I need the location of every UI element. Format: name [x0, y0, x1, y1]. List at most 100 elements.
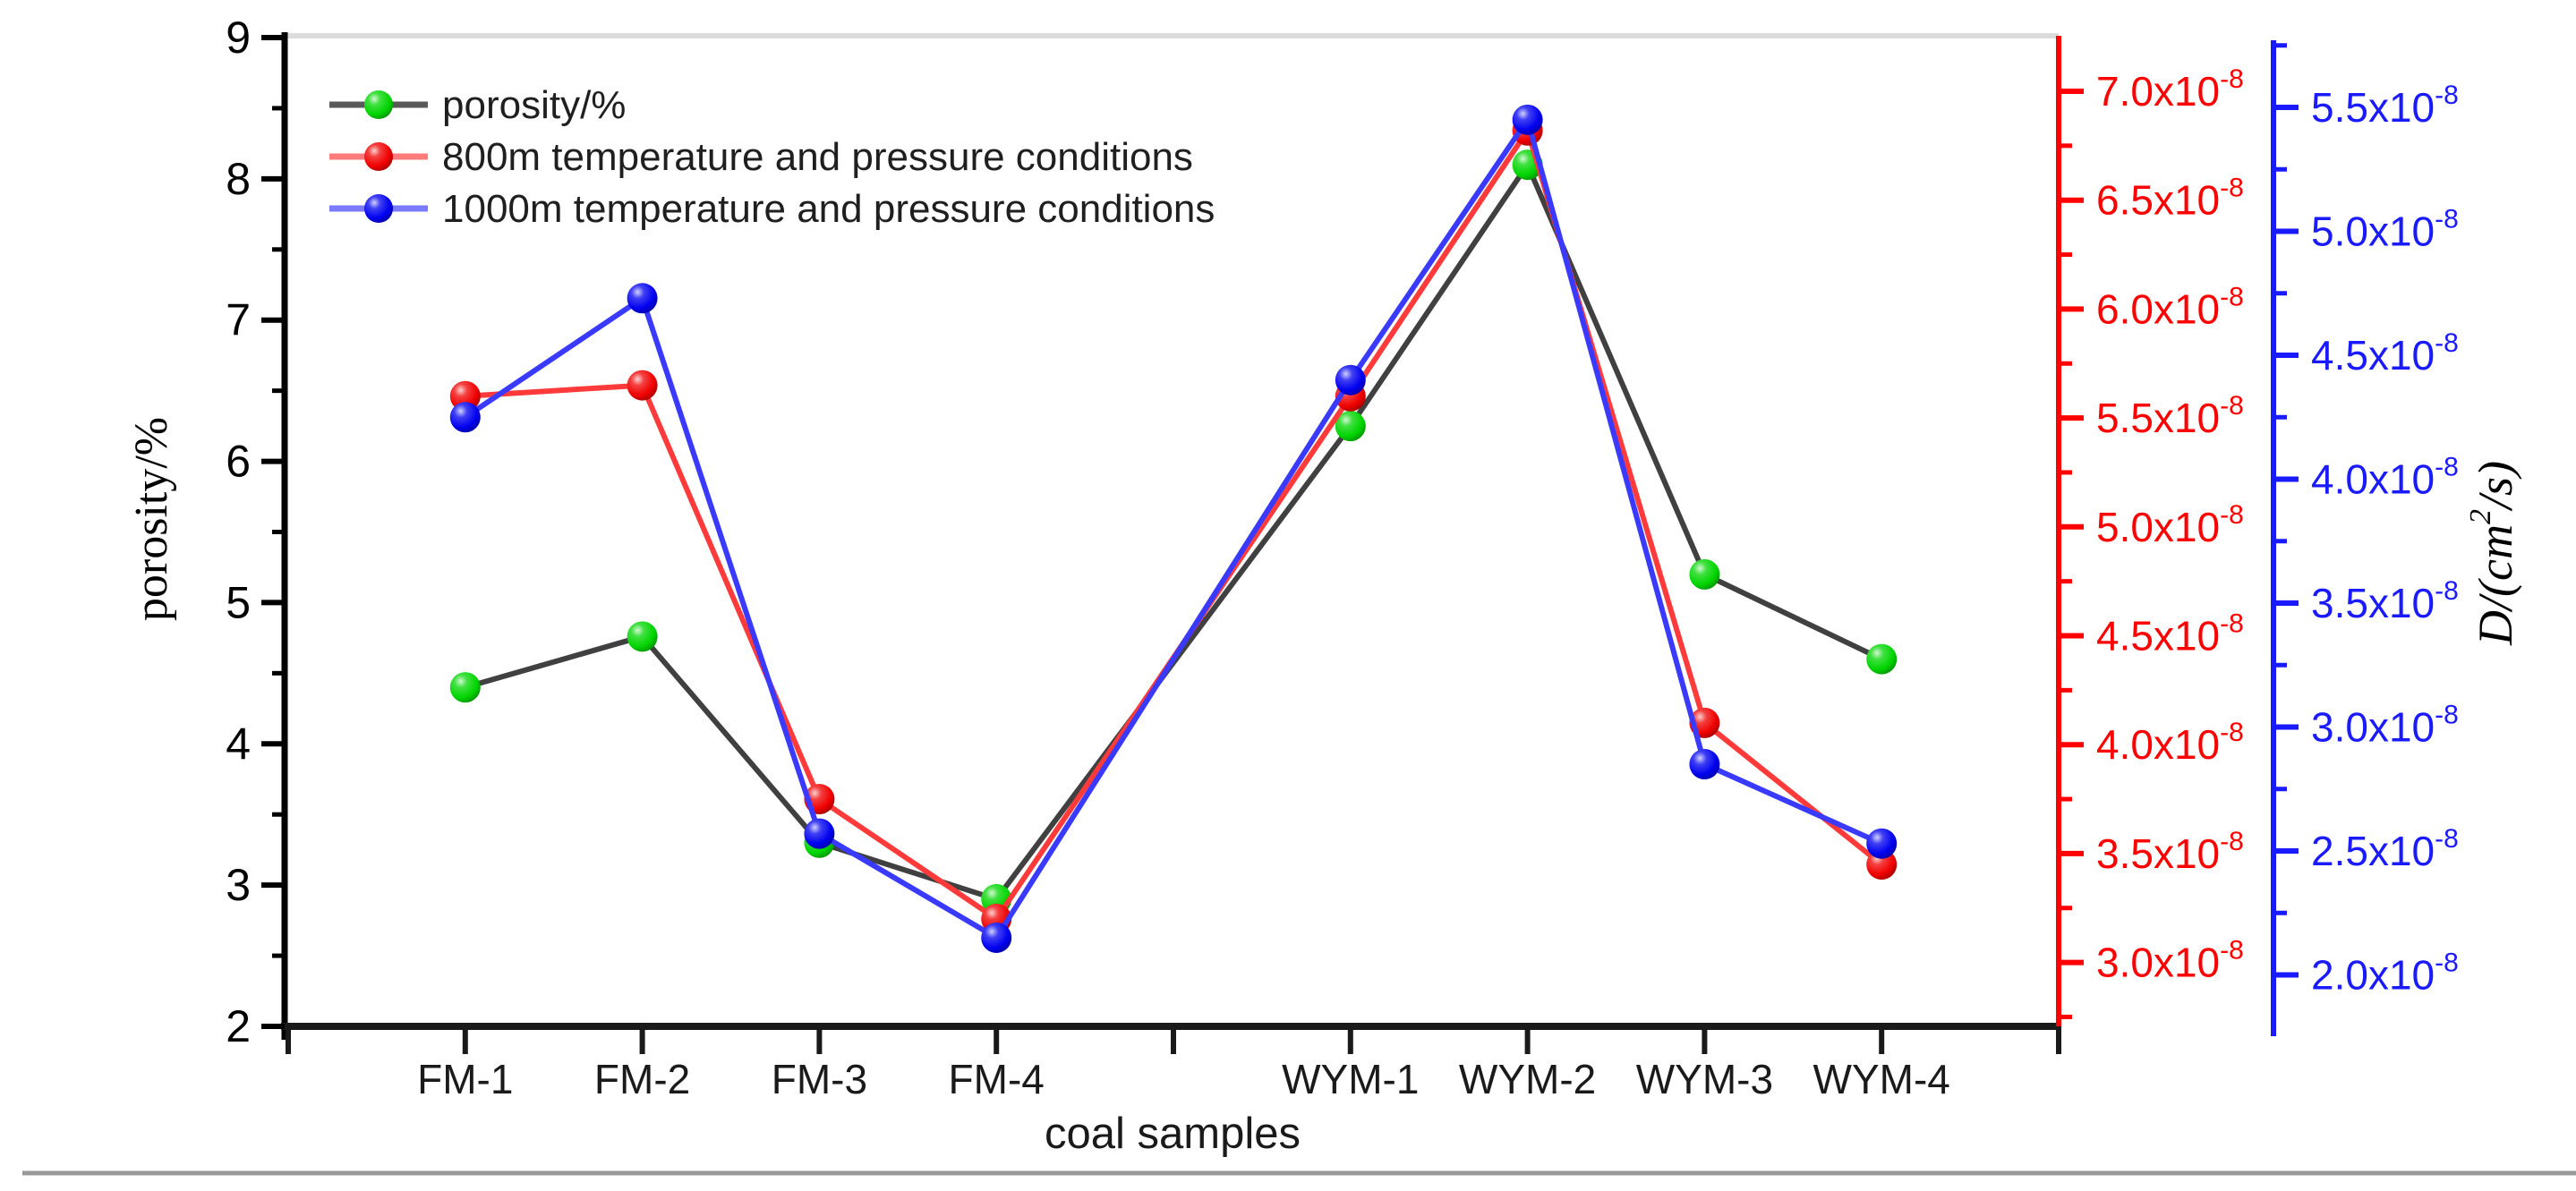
mantissa: 3.5x10: [2096, 830, 2220, 877]
red-axis-tick-label: 4.5x10-8: [2096, 609, 2244, 659]
left-axis-tick-label: 4: [226, 719, 251, 769]
x-category-label: FM-2: [594, 1056, 690, 1102]
x-category-label: WYM-3: [1636, 1056, 1773, 1102]
blue-axis: 5.5x10-85.0x10-84.5x10-84.0x10-83.5x10-8…: [2273, 43, 2459, 999]
exponent: -8: [2435, 81, 2459, 110]
exponent: -8: [2220, 282, 2244, 311]
red-axis: 7.0x10-86.5x10-86.0x10-85.5x10-85.0x10-8…: [2059, 64, 2244, 1019]
left-axis-tick-label: 8: [226, 154, 251, 204]
data-point-FM-1: [449, 402, 481, 433]
mantissa: 3.5x10: [2311, 580, 2435, 626]
data-point-FM-1: [449, 380, 481, 412]
blue-axis-tick-label: 5.0x10-8: [2311, 205, 2459, 255]
x-axis-title: coal samples: [1045, 1110, 1301, 1158]
exponent: -8: [2435, 205, 2459, 234]
exponent: -8: [2220, 827, 2244, 856]
data-point-WYM-4: [1866, 828, 1898, 859]
blue-axis-tick-label: 4.5x10-8: [2311, 328, 2459, 379]
mantissa: 6.0x10: [2096, 285, 2220, 332]
red-axis-tick-label: 3.0x10-8: [2096, 936, 2244, 986]
mantissa: 5.0x10: [2096, 504, 2220, 550]
series-1000m: [449, 104, 1898, 953]
data-point-WYM-4: [1866, 643, 1898, 675]
data-point-WYM-3: [1689, 558, 1720, 590]
mantissa: 4.0x10: [2311, 456, 2435, 503]
series-line: [464, 116, 1883, 940]
exponent: -8: [2220, 718, 2244, 747]
blue-axis-tick-label: 2.5x10-8: [2311, 824, 2459, 874]
mantissa: 4.5x10: [2096, 613, 2220, 659]
x-category-label: FM-4: [949, 1056, 1045, 1102]
data-point-WYM-4: [1866, 849, 1898, 880]
bottom-axis: FM-1 FM-2 FM-3 FM-4 WYM-1 WYM-2 WYM-3 WYM-4 coal…: [286, 1026, 2061, 1158]
blue-axis-tick-label: 5.5x10-8: [2311, 81, 2459, 131]
legend-label: 800m temperature and pressure conditions: [442, 135, 1193, 179]
data-point-FM-1: [449, 672, 481, 703]
red-axis-tick-label: 5.0x10-8: [2096, 500, 2244, 550]
legend: porosity/% 800m temperature and pressure …: [329, 83, 1215, 231]
exponent: -8: [2220, 609, 2244, 639]
exponent: -8: [2220, 391, 2244, 421]
data-point-WYM-3: [1689, 749, 1720, 780]
data-point-FM-4: [981, 922, 1012, 953]
data-point-FM-3: [804, 818, 835, 849]
series-line: [465, 127, 1884, 922]
legend-label: porosity/%: [442, 83, 626, 127]
red-axis-tick-label: 7.0x10-8: [2096, 64, 2244, 115]
red-axis-tick-label: 5.5x10-8: [2096, 391, 2244, 441]
mantissa: 2.5x10: [2311, 828, 2435, 874]
red-axis-tick-label: 6.0x10-8: [2096, 282, 2244, 332]
x-category-label: WYM-2: [1459, 1056, 1596, 1102]
legend-marker: [364, 142, 393, 171]
series-line: [464, 162, 1883, 902]
left-axis-tick-label: 6: [226, 437, 251, 487]
data-point-WYM-1: [1335, 411, 1366, 442]
exponent: -8: [2220, 500, 2244, 530]
exponent: -8: [2220, 936, 2244, 966]
left-axis-tick-label: 2: [226, 1001, 251, 1051]
exponent: -8: [2435, 328, 2459, 358]
red-axis-tick-label: 3.5x10-8: [2096, 827, 2244, 877]
x-category-label: WYM-4: [1813, 1056, 1950, 1102]
right-axis-title: D/(cm2/s): [2464, 461, 2522, 646]
blue-axis-tick-label: 3.5x10-8: [2311, 576, 2459, 626]
mantissa: 7.0x10: [2096, 68, 2220, 115]
data-point-WYM-1: [1335, 364, 1366, 396]
exponent: -8: [2435, 453, 2459, 482]
mantissa: 2.0x10: [2311, 952, 2435, 999]
mantissa: 5.0x10: [2311, 208, 2435, 255]
legend-marker: [364, 194, 393, 223]
data-point-FM-2: [627, 370, 658, 401]
legend-marker: [364, 90, 393, 119]
data-point-FM-2: [627, 283, 658, 314]
legend-label: 1000m temperature and pressure condition…: [442, 187, 1215, 231]
title-superscript: 2: [2464, 509, 2497, 524]
exponent: -8: [2435, 949, 2459, 978]
mantissa: 5.5x10: [2311, 84, 2435, 131]
red-axis-tick-label: 4.0x10-8: [2096, 718, 2244, 768]
blue-axis-tick-label: 4.0x10-8: [2311, 453, 2459, 503]
x-category-label: FM-1: [417, 1056, 513, 1102]
mantissa: 3.0x10: [2311, 704, 2435, 751]
series-800m: [449, 115, 1898, 934]
blue-axis-tick-label: 3.0x10-8: [2311, 701, 2459, 751]
data-point-FM-2: [627, 621, 658, 652]
mantissa: 4.5x10: [2311, 332, 2435, 379]
mantissa: 4.0x10: [2096, 721, 2220, 768]
x-category-label: FM-3: [772, 1056, 867, 1102]
exponent: -8: [2435, 576, 2459, 606]
left-axis-title: porosity/%: [126, 417, 177, 621]
left-axis-tick-label: 9: [226, 13, 251, 63]
mantissa: 5.5x10: [2096, 395, 2220, 441]
data-point-WYM-2: [1512, 104, 1543, 135]
exponent: -8: [2220, 64, 2244, 94]
title-suffix: /s): [2469, 461, 2522, 512]
left-axis-tick-label: 7: [226, 295, 251, 345]
series-porosity: [449, 149, 1898, 915]
blue-axis-tick-label: 2.0x10-8: [2311, 949, 2459, 999]
left-axis-tick-label: 5: [226, 577, 251, 627]
left-axis-tick-label: 3: [226, 860, 251, 910]
exponent: -8: [2435, 701, 2459, 730]
